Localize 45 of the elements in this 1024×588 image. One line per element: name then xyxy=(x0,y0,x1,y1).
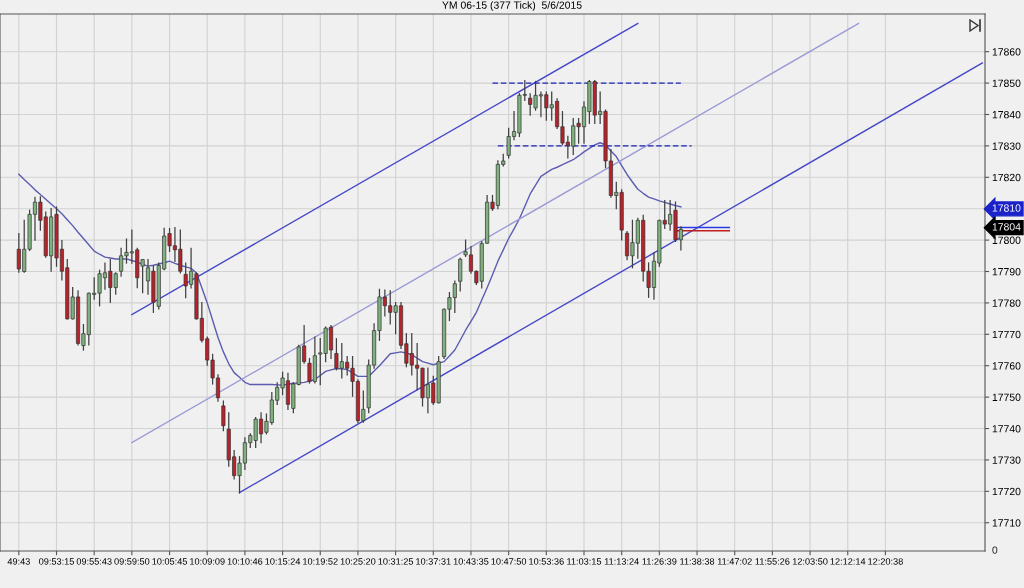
y-tick-label: 17850 xyxy=(992,79,1021,87)
x-tick-label: 12:03:50 xyxy=(792,558,828,565)
y-tick-label: 17790 xyxy=(992,268,1021,276)
x-tick-label: 11:47:02 xyxy=(717,558,752,565)
x-tick-label: 11:03:15 xyxy=(567,558,602,565)
y-tick-label: 17750 xyxy=(992,393,1021,401)
candlestick xyxy=(458,257,463,292)
x-tick-label: 10:43:35 xyxy=(453,558,489,565)
y-tick-label: 17720 xyxy=(992,487,1021,496)
x-tick-label: 10:09:09 xyxy=(190,558,225,565)
x-tick-label: 09:55:43 xyxy=(76,558,112,565)
x-tick-label: 10:31:25 xyxy=(378,558,414,565)
x-tick-label: 10:47:50 xyxy=(491,558,527,565)
x-tick-label: 12:12:14 xyxy=(830,558,866,565)
text: 17810 xyxy=(992,204,1021,212)
y-tick-label: 17800 xyxy=(992,236,1021,244)
x-tick-label: 10:53:36 xyxy=(529,558,564,565)
y-tick-label: 17820 xyxy=(992,173,1021,182)
y-tick-label: 17780 xyxy=(992,299,1021,307)
x-tick-label: 10:19:52 xyxy=(303,558,338,565)
x-tick-label: 09:59:50 xyxy=(114,558,150,565)
text: 17804 xyxy=(992,223,1021,231)
x-tick-label: 49:43 xyxy=(7,558,30,565)
y-tick-label: 17730 xyxy=(992,456,1021,464)
y-tick-label: 17860 xyxy=(992,48,1021,56)
y-tick-label: 17830 xyxy=(992,142,1021,150)
x-tick-label: 12:20:38 xyxy=(868,558,903,565)
y-tick-label: 17840 xyxy=(992,110,1021,119)
text: 0 xyxy=(992,546,998,554)
x-tick-label: 10:37:31 xyxy=(416,558,451,565)
x-tick-label: 11:55:26 xyxy=(755,558,790,565)
chart-title: YM 06-15 (377 Tick) 5/6/2015 xyxy=(442,1,582,11)
x-tick-label: 11:13:24 xyxy=(604,558,639,565)
y-tick-label: 17740 xyxy=(992,425,1021,433)
candlestick xyxy=(221,400,226,432)
y-tick-label: 17710 xyxy=(992,519,1021,527)
x-tick-label: 10:05:45 xyxy=(152,558,188,565)
x-tick-label: 10:10:46 xyxy=(227,558,263,565)
y-tick-label: 17770 xyxy=(992,330,1021,339)
y-tick-label: 17760 xyxy=(992,362,1021,370)
x-tick-label: 11:26:39 xyxy=(642,558,677,565)
x-tick-label: 09:53:15 xyxy=(39,558,74,565)
x-tick-label: 11:38:38 xyxy=(680,558,715,565)
x-tick-label: 10:25:20 xyxy=(340,558,376,565)
x-tick-label: 10:15:24 xyxy=(265,558,301,565)
